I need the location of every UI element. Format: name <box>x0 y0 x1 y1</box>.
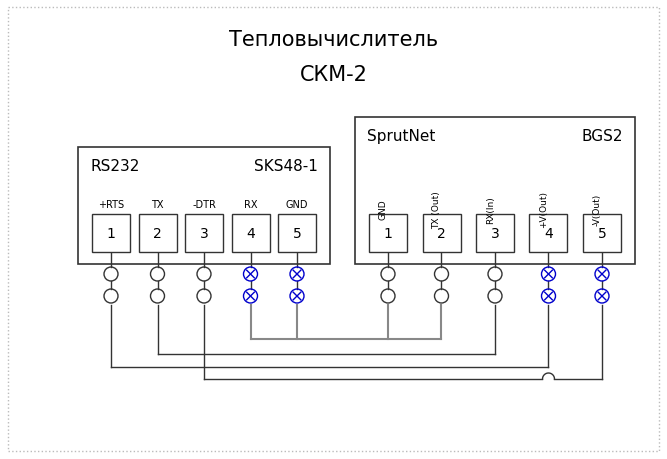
Text: 2: 2 <box>437 226 446 241</box>
Text: 4: 4 <box>544 226 553 241</box>
Text: RS232: RS232 <box>90 158 139 173</box>
Text: TX: TX <box>151 200 164 210</box>
Text: 3: 3 <box>491 226 500 241</box>
Text: 1: 1 <box>107 226 115 241</box>
FancyBboxPatch shape <box>8 8 659 451</box>
Bar <box>369 214 407 252</box>
Text: 3: 3 <box>199 226 208 241</box>
Text: GND: GND <box>285 200 308 210</box>
Bar <box>476 214 514 252</box>
Text: -DTR: -DTR <box>192 200 216 210</box>
Bar <box>422 214 460 252</box>
Text: 1: 1 <box>384 226 392 241</box>
Text: Тепловычислитель: Тепловычислитель <box>229 30 438 50</box>
Text: RX(In): RX(In) <box>486 196 495 224</box>
Text: СКМ-2: СКМ-2 <box>299 65 368 85</box>
Bar <box>278 214 316 252</box>
Bar <box>355 118 635 264</box>
Text: -V(Out): -V(Out) <box>593 193 602 226</box>
Text: TX (Out): TX (Out) <box>432 190 442 229</box>
Text: 5: 5 <box>293 226 301 241</box>
Text: 5: 5 <box>598 226 606 241</box>
Text: SprutNet: SprutNet <box>367 128 436 143</box>
Text: 2: 2 <box>153 226 162 241</box>
Bar <box>92 214 130 252</box>
Text: GND: GND <box>379 199 388 220</box>
Bar <box>78 148 330 264</box>
Text: 4: 4 <box>246 226 255 241</box>
Bar <box>231 214 269 252</box>
Text: RX: RX <box>243 200 257 210</box>
Text: SKS48-1: SKS48-1 <box>254 158 318 173</box>
Bar <box>139 214 177 252</box>
Text: BGS2: BGS2 <box>582 128 623 143</box>
Bar <box>185 214 223 252</box>
Bar <box>530 214 568 252</box>
Bar <box>583 214 621 252</box>
Text: +V(Out): +V(Out) <box>540 191 548 228</box>
Text: +RTS: +RTS <box>98 200 124 210</box>
